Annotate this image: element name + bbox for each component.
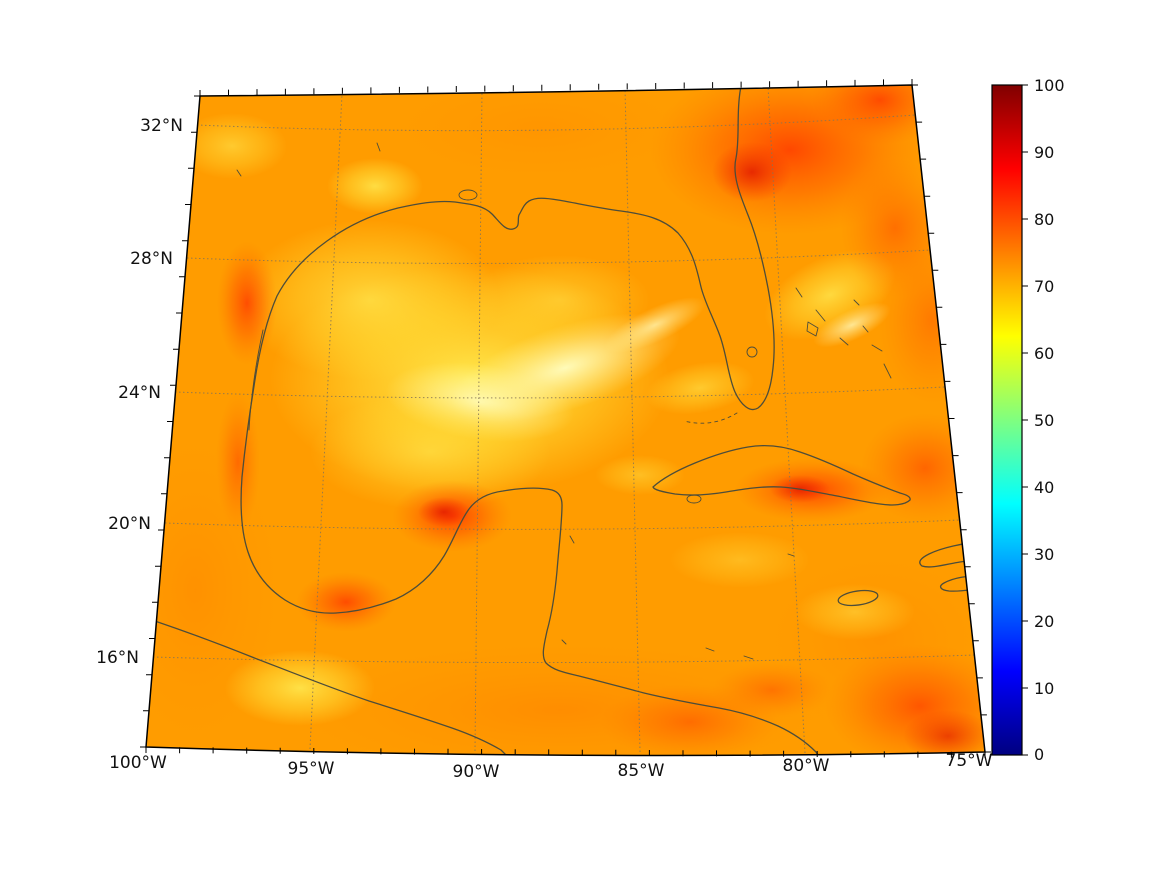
colorbar-label-90: 90	[1034, 143, 1054, 162]
lake-okeechobee	[746, 346, 758, 358]
coastline-cuba	[652, 445, 911, 506]
gridline-lon-80w	[767, 85, 806, 754]
coastline-gulf-and-atlantic	[240, 85, 821, 756]
colorbar-label-50: 50	[1034, 411, 1054, 430]
heat-low	[645, 361, 755, 415]
colorbar-gradient	[991, 84, 1023, 756]
heat-low	[310, 394, 550, 510]
colorbar-label-70: 70	[1034, 277, 1054, 296]
heat-high	[216, 392, 260, 532]
lat-tick-label-32n: 32°N	[140, 116, 183, 136]
axis-boundary-ticks	[199, 79, 913, 96]
texas-barrier-islands	[248, 329, 264, 431]
heat-high	[860, 413, 985, 523]
axis-labels: 32°N 28°N 24°N 20°N 16°N 100°W 95°W 90°W…	[96, 116, 993, 782]
heat-low	[470, 255, 650, 345]
heat-high	[810, 85, 950, 145]
lon-tick-label-85w: 85°W	[618, 761, 665, 781]
gridline-lat-28n	[186, 249, 931, 264]
small-islands-and-lakes	[236, 142, 795, 660]
lon-tick-label-95w: 95°W	[288, 759, 335, 779]
heat-high	[877, 235, 985, 405]
colorbar-label-60: 60	[1034, 344, 1054, 363]
lat-tick-label-24n: 24°N	[118, 383, 161, 403]
coastlines	[146, 85, 985, 756]
gridline-lat-24n	[174, 386, 946, 399]
colorbar-label-10: 10	[1034, 679, 1054, 698]
map-boundary	[145, 84, 986, 757]
colorbar-label-40: 40	[1034, 478, 1054, 497]
heat-low	[225, 650, 375, 726]
colorbar-ticks	[1022, 84, 1028, 756]
colorbar-label-80: 80	[1034, 210, 1054, 229]
heat-low	[595, 455, 685, 495]
axis-boundary-ticks	[140, 95, 200, 748]
colorbar-label-100: 100	[1034, 76, 1065, 95]
gridline-lon-85w	[624, 86, 641, 753]
lon-tick-label-75w: 75°W	[946, 751, 993, 771]
graticule	[152, 85, 976, 754]
heat-low	[177, 113, 287, 179]
heat-low	[813, 302, 891, 348]
florida-keys	[683, 412, 738, 424]
heat-low	[240, 220, 500, 380]
lake-pontchartrain	[458, 189, 478, 201]
heat-low	[604, 297, 706, 353]
lon-tick-label-90w: 90°W	[453, 762, 500, 782]
colorbar: 100 90 80 70 60 50 40 30 20 10 0	[991, 76, 1065, 764]
heat-high	[712, 142, 792, 202]
lat-tick-label-28n: 28°N	[130, 249, 173, 269]
lon-tick-label-100w: 100°W	[109, 753, 167, 773]
lon-tick-label-80w: 80°W	[783, 756, 830, 776]
gridline-lon-95w	[309, 93, 343, 750]
coastline-pacific-mexico	[146, 617, 510, 756]
heat-high	[418, 497, 470, 527]
lat-tick-label-16n: 16°N	[96, 648, 139, 668]
lat-tick-label-20n: 20°N	[108, 514, 151, 534]
gridline-lat-20n	[164, 519, 961, 530]
heat-high	[903, 710, 985, 756]
axis-boundary-ticks	[912, 84, 991, 753]
colorbar-label-30: 30	[1034, 545, 1054, 564]
heat-low	[670, 532, 810, 588]
heat-wash	[380, 85, 700, 183]
axis-boundary-ticks	[145, 747, 986, 758]
colorbar-label-0: 0	[1034, 745, 1044, 764]
heat-low	[327, 158, 423, 214]
heat-low	[795, 584, 915, 640]
gridline-lat-32n	[196, 114, 916, 132]
bahamas-islands	[795, 287, 892, 379]
heat-high	[296, 572, 396, 632]
island-isla-juventud	[686, 494, 702, 504]
island-jamaica	[837, 589, 879, 607]
colorbar-label-20: 20	[1034, 612, 1054, 631]
